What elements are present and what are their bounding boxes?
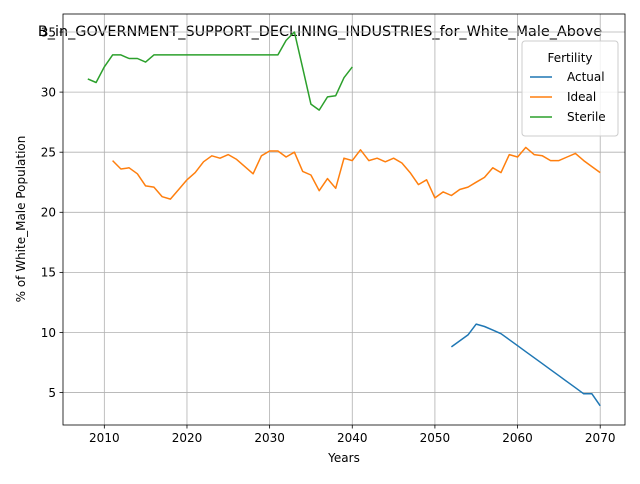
y-tick-label: 15 bbox=[41, 266, 56, 280]
axes: 2010 2020 2030 2040 2050 2060 2070 5 10 15 20 25 30 3… bbox=[41, 25, 616, 445]
x-tick-label: 2020 bbox=[172, 431, 203, 445]
x-tick-label: 2050 bbox=[420, 431, 451, 445]
y-tick-label: 20 bbox=[41, 206, 56, 220]
x-tick-label: 2070 bbox=[585, 431, 616, 445]
series-lines bbox=[87, 31, 601, 407]
x-tick-label: 2010 bbox=[89, 431, 120, 445]
series-line-ideal bbox=[112, 146, 601, 200]
series-line-actual bbox=[450, 323, 601, 407]
legend: Fertility Actual Ideal Sterile bbox=[521, 40, 619, 137]
legend-box bbox=[521, 40, 619, 137]
plot-frame bbox=[62, 13, 626, 426]
legend-label-ideal: Ideal bbox=[567, 90, 596, 104]
legend-label-sterile: Sterile bbox=[567, 110, 606, 124]
legend-label-actual: Actual bbox=[567, 70, 605, 84]
y-tick-label: 10 bbox=[41, 326, 56, 340]
legend-entries: Actual Ideal Sterile bbox=[530, 70, 606, 124]
series-line-sterile bbox=[87, 31, 353, 111]
x-axis-label: Years bbox=[327, 451, 360, 465]
x-tick-label: 2040 bbox=[337, 431, 368, 445]
x-tick-label: 2030 bbox=[254, 431, 285, 445]
legend-title: Fertility bbox=[547, 51, 592, 65]
y-axis-label: % of White_Male Population bbox=[14, 136, 28, 303]
y-tick-label: 5 bbox=[48, 386, 56, 400]
y-tick-label: 25 bbox=[41, 146, 56, 160]
y-tick-label: 30 bbox=[41, 85, 56, 99]
x-tick-label: 2060 bbox=[502, 431, 533, 445]
y-tick-label: 35 bbox=[41, 25, 56, 39]
